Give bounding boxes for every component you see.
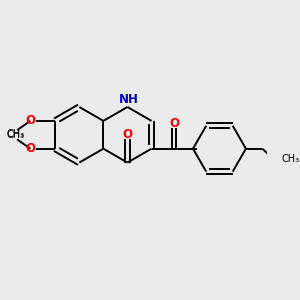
Text: O: O: [25, 142, 35, 155]
Text: CH₃: CH₃: [282, 154, 300, 164]
Text: O: O: [169, 117, 179, 130]
Text: CH₃: CH₃: [7, 129, 25, 139]
Text: O: O: [25, 114, 35, 128]
Text: CH₃: CH₃: [7, 130, 25, 140]
Text: O: O: [122, 128, 132, 141]
Text: NH: NH: [119, 93, 139, 106]
